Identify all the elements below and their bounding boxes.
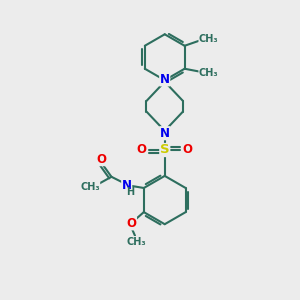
Text: O: O xyxy=(183,143,193,157)
Text: O: O xyxy=(96,153,106,166)
Text: S: S xyxy=(160,143,169,157)
Text: CH₃: CH₃ xyxy=(199,34,219,44)
Text: N: N xyxy=(122,179,132,192)
Text: N: N xyxy=(160,127,170,140)
Text: H: H xyxy=(126,187,134,197)
Text: O: O xyxy=(126,217,136,230)
Text: CH₃: CH₃ xyxy=(199,68,219,78)
Text: N: N xyxy=(160,73,170,86)
Text: O: O xyxy=(137,143,147,157)
Text: CH₃: CH₃ xyxy=(127,237,146,247)
Text: CH₃: CH₃ xyxy=(80,182,100,192)
